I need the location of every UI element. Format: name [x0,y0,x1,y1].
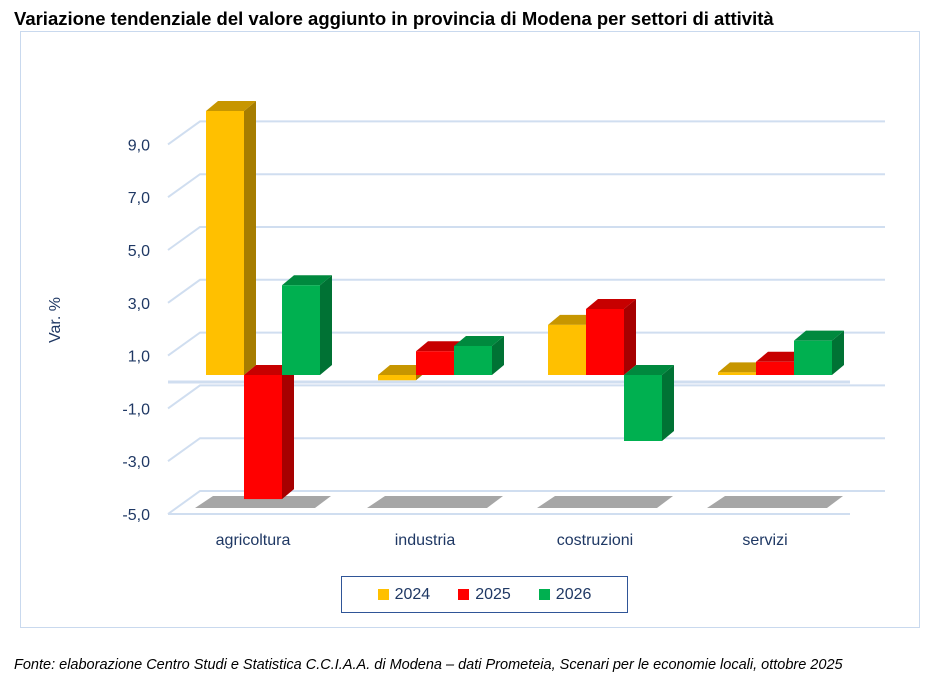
bar-side [832,330,844,375]
legend-swatch [377,589,389,600]
legend-item-2025: 2025 [458,586,511,604]
bar-side [320,275,332,375]
bar-side [282,365,294,500]
bar-top [416,341,466,352]
bar-servizi-2024 [718,372,756,375]
y-tick-label: -3,0 [122,454,150,471]
y-tick-label: -5,0 [122,507,150,524]
bar-side [662,365,674,441]
bar-top [718,362,768,373]
bar-top [244,365,294,375]
legend-item-2024: 2024 [377,585,431,604]
bar-side [624,299,636,375]
gridline [167,331,885,357]
bar-top [794,330,844,341]
bar-industria-2025 [416,351,454,375]
bar-shadow [367,496,503,508]
bar-industria-2026 [454,345,492,375]
gridline [167,173,885,199]
legend-item-2026: 2026 [538,585,592,604]
x-tick-label: servizi [742,532,787,549]
bar-top [454,335,504,346]
bar-top [282,275,332,286]
bar-top [206,101,256,111]
bar-costruzioni-2025 [586,309,624,375]
gridline [167,490,885,515]
legend: 2024 2025 2026 [341,576,628,613]
chart-frame [20,31,920,628]
bar-side [492,335,504,375]
bar-industria-2024 [378,375,416,381]
bar-top [548,314,598,325]
bar-top [378,365,428,375]
source-note: Fonte: elaborazione Centro Studi e Stati… [14,657,843,673]
y-tick-label: 5,0 [128,243,150,260]
bar-shadow [707,496,843,508]
bar-agricoltura-2025 [244,375,282,500]
bar-servizi-2026 [794,340,832,375]
bar-side [244,101,256,375]
bar-costruzioni-2024 [548,324,586,375]
gridline [167,278,885,304]
bar-top [756,351,806,362]
bar-shadow [537,496,673,508]
legend-label: 2024 [394,585,431,603]
y-tick-label: 1,0 [128,349,150,366]
legend-label: 2026 [555,585,592,603]
y-axis-label: Var. % [47,297,64,343]
y-tick-label: 3,0 [128,296,150,313]
bar-top [624,365,674,375]
y-tick-label: 7,0 [128,190,150,207]
legend-swatch [458,589,470,600]
bar-agricoltura-2026 [282,285,320,375]
x-tick-label: industria [395,532,456,549]
bar-costruzioni-2026 [624,375,662,441]
bar-shadow [195,496,331,508]
y-tick-label: -1,0 [122,401,150,418]
y-tick-label: 9,0 [128,137,150,154]
gridline [167,120,885,146]
x-tick-label: agricoltura [216,532,291,549]
bar-agricoltura-2024 [206,111,244,375]
legend-swatch [538,589,550,600]
legend-label: 2025 [475,585,511,603]
x-tick-label: costruzioni [557,532,633,549]
bar-top [586,299,636,309]
bar-servizi-2025 [756,361,794,375]
gridline [167,226,885,251]
chart-title: Variazione tendenziale del valore aggiun… [14,8,774,29]
